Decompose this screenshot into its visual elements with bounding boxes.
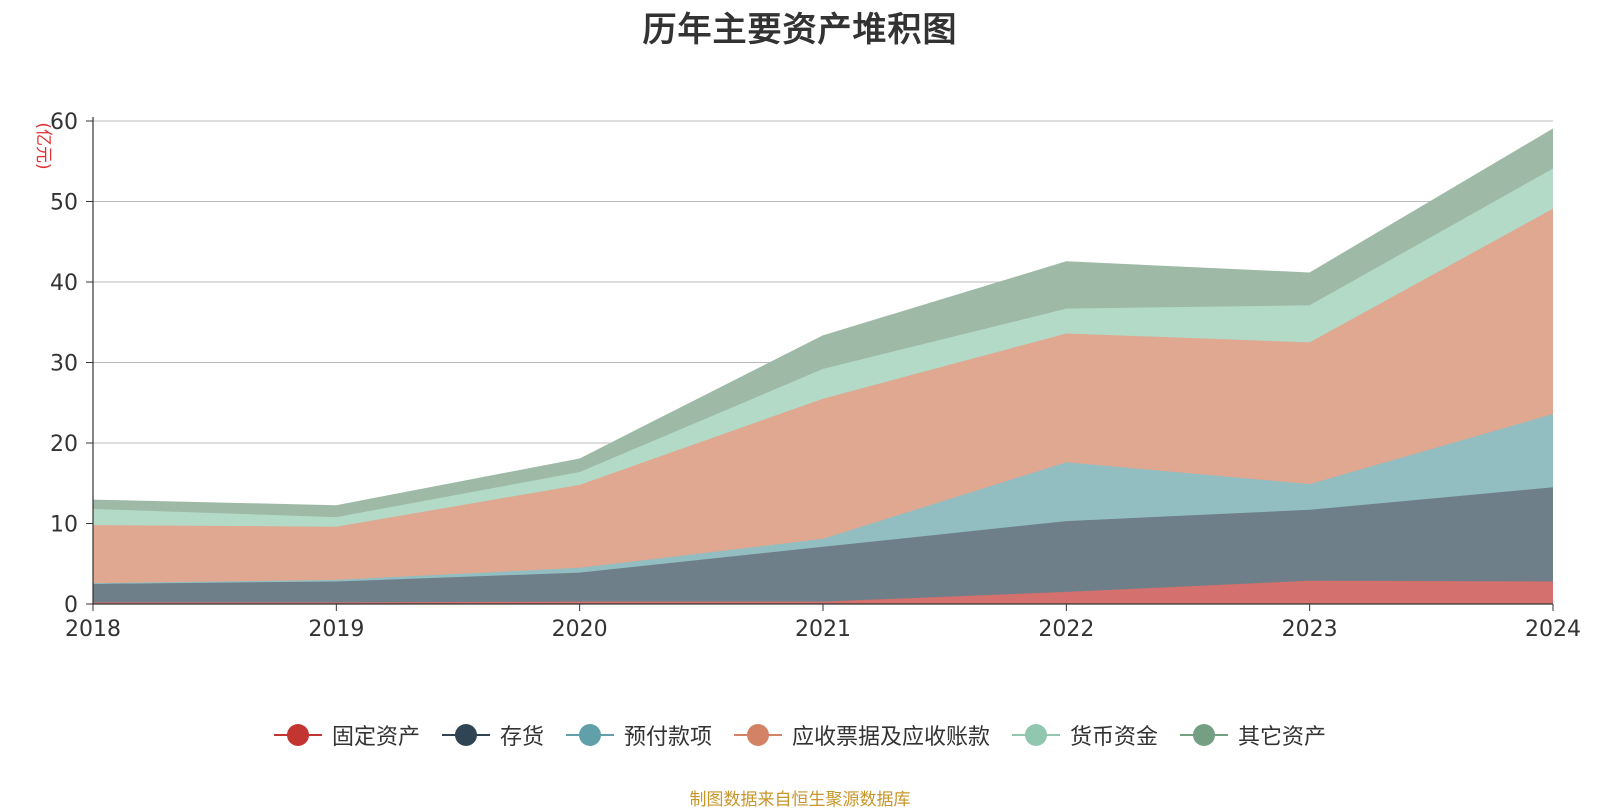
x-tick-label: 2023	[1282, 617, 1338, 642]
legend-label: 存货	[499, 725, 544, 750]
x-tick-label: 2024	[1525, 617, 1581, 642]
legend-item-6[interactable]: 其它资产	[1180, 719, 1326, 751]
x-tick-label: 2022	[1038, 617, 1094, 642]
y-tick-label: 20	[50, 432, 78, 457]
legend-label: 预付款项	[623, 725, 712, 750]
stacked-area-chart: 0 10 20 30 40 50 60 2018 2019 2020 2021 2022 2023 202…	[33, 110, 1581, 642]
data-source-note: 制图数据来自恒生聚源数据库	[689, 790, 911, 810]
tick-labels: 0 10 20 30 40 50 60 2018 2019 2020 2021 2022 2023 202…	[33, 110, 1581, 642]
area-4	[93, 208, 1553, 584]
legend-label: 货币资金	[1070, 725, 1159, 750]
legend-item-3[interactable]: 预付款项	[565, 719, 712, 751]
y-tick-label: 40	[50, 271, 78, 296]
legend-item-2[interactable]: 存货	[441, 719, 544, 751]
y-tick-label: 0	[64, 593, 78, 618]
y-axis-unit-label: (亿元)	[33, 122, 53, 169]
legend: 固定资产 存货 预付款项 应收票据及应收账款 货币资金 其它资产	[0, 719, 1600, 751]
axes	[86, 117, 1554, 611]
legend-marker-icon	[1180, 723, 1229, 747]
legend-marker-icon	[565, 723, 614, 747]
y-tick-label: 60	[50, 110, 78, 135]
area-edge-6	[92, 128, 1554, 507]
legend-item-1[interactable]: 固定资产	[273, 719, 420, 751]
legend-marker-icon	[273, 723, 322, 747]
area-3	[93, 414, 1553, 584]
legend-label: 其它资产	[1238, 725, 1327, 750]
x-tick-label: 2019	[308, 617, 364, 642]
y-tick-label: 50	[50, 191, 78, 216]
y-tick-label: 30	[50, 352, 78, 377]
legend-item-4[interactable]: 应收票据及应收账款	[734, 719, 990, 751]
legend-marker-icon	[734, 723, 782, 747]
legend-item-5[interactable]: 货币资金	[1012, 719, 1158, 751]
chart-title: 历年主要资产堆积图	[642, 10, 958, 50]
area-series	[92, 128, 1554, 604]
legend-label: 固定资产	[331, 725, 420, 750]
legend-marker-icon	[441, 723, 490, 747]
x-tick-label: 2020	[552, 617, 608, 642]
area-2	[93, 487, 1553, 603]
legend-marker-icon	[1012, 723, 1061, 747]
x-tick-label: 2018	[65, 617, 121, 642]
x-tick-label: 2021	[795, 617, 851, 642]
legend-label: 应收票据及应收账款	[792, 725, 991, 750]
y-tick-label: 10	[50, 513, 78, 538]
